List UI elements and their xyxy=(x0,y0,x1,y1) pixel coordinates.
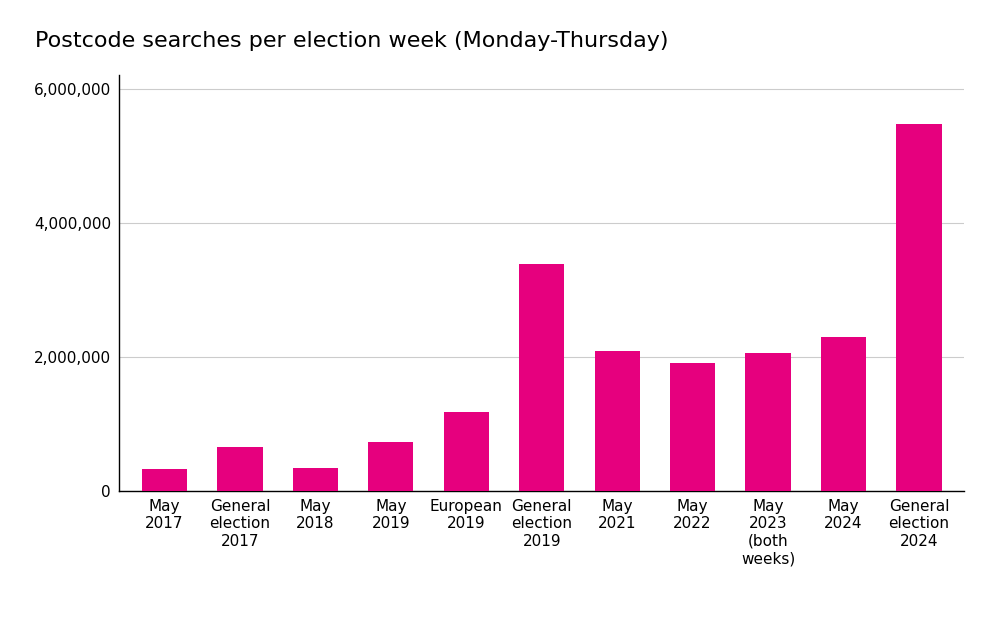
Bar xyxy=(519,264,565,491)
Bar xyxy=(897,124,941,491)
Bar xyxy=(594,352,640,491)
Text: Postcode searches per election week (Monday-Thursday): Postcode searches per election week (Mon… xyxy=(35,31,668,52)
Bar xyxy=(670,364,716,491)
Bar xyxy=(293,468,338,491)
Bar xyxy=(443,411,489,491)
Bar xyxy=(746,353,790,491)
Bar xyxy=(142,469,187,491)
Bar xyxy=(218,447,262,491)
Bar xyxy=(368,442,414,491)
Bar xyxy=(821,337,866,491)
